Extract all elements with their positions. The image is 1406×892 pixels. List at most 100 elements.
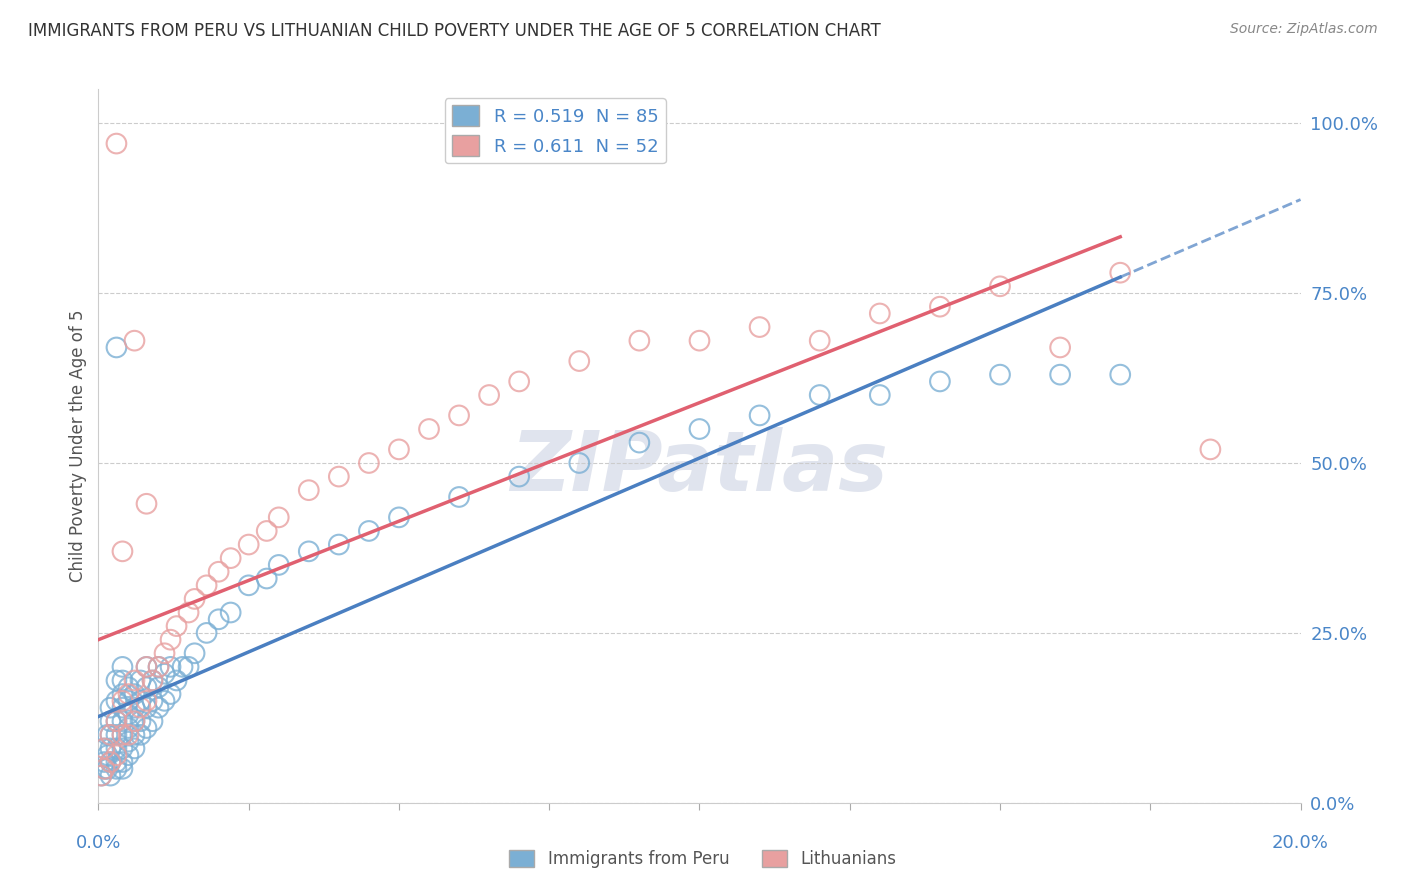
Point <box>93 755 115 769</box>
Point <box>869 306 891 320</box>
Point <box>1049 341 1071 355</box>
Point <box>111 694 134 708</box>
Point <box>166 673 188 688</box>
Point <box>129 694 152 708</box>
Point <box>105 755 128 769</box>
Point <box>148 660 170 674</box>
Point <box>141 673 163 688</box>
Point <box>124 714 146 729</box>
Point <box>688 334 710 348</box>
Point <box>117 721 139 735</box>
Point <box>508 375 530 389</box>
Point <box>135 680 157 694</box>
Point <box>869 388 891 402</box>
Point <box>183 646 205 660</box>
Point <box>111 700 134 714</box>
Point <box>100 728 122 742</box>
Point <box>357 524 380 538</box>
Point <box>124 741 146 756</box>
Point <box>508 469 530 483</box>
Point <box>105 728 128 742</box>
Point <box>298 483 321 498</box>
Point <box>90 769 112 783</box>
Text: IMMIGRANTS FROM PERU VS LITHUANIAN CHILD POVERTY UNDER THE AGE OF 5 CORRELATION : IMMIGRANTS FROM PERU VS LITHUANIAN CHILD… <box>28 22 882 40</box>
Legend: R = 0.519  N = 85, R = 0.611  N = 52: R = 0.519 N = 85, R = 0.611 N = 52 <box>444 98 665 163</box>
Point <box>111 728 134 742</box>
Point <box>135 497 157 511</box>
Point <box>96 728 118 742</box>
Point <box>148 700 170 714</box>
Point <box>135 694 157 708</box>
Point <box>124 673 146 688</box>
Point <box>195 578 218 592</box>
Point <box>195 626 218 640</box>
Point <box>929 375 952 389</box>
Point <box>105 748 128 763</box>
Point <box>159 632 181 647</box>
Point <box>1109 368 1132 382</box>
Point <box>159 687 181 701</box>
Point <box>117 728 139 742</box>
Point <box>141 714 163 729</box>
Point <box>96 748 118 763</box>
Point <box>117 694 139 708</box>
Point <box>111 544 134 558</box>
Point <box>129 700 152 714</box>
Point <box>478 388 501 402</box>
Point <box>135 660 157 674</box>
Point <box>988 368 1011 382</box>
Point <box>129 728 152 742</box>
Point <box>117 748 139 763</box>
Point <box>418 422 440 436</box>
Point <box>124 728 146 742</box>
Point <box>328 469 350 483</box>
Point <box>105 694 128 708</box>
Point <box>129 673 152 688</box>
Point <box>1109 266 1132 280</box>
Point <box>153 646 176 660</box>
Text: ZIPatlas: ZIPatlas <box>510 427 889 508</box>
Point <box>105 136 128 151</box>
Point <box>219 606 242 620</box>
Point <box>111 687 134 701</box>
Point <box>111 755 134 769</box>
Point <box>183 591 205 606</box>
Point <box>148 680 170 694</box>
Point <box>117 680 139 694</box>
Point <box>124 700 146 714</box>
Point <box>93 762 115 776</box>
Point <box>808 334 831 348</box>
Point <box>100 714 122 729</box>
Point <box>135 700 157 714</box>
Point <box>748 320 770 334</box>
Y-axis label: Child Poverty Under the Age of 5: Child Poverty Under the Age of 5 <box>69 310 87 582</box>
Point <box>256 572 278 586</box>
Point <box>357 456 380 470</box>
Point <box>100 700 122 714</box>
Point <box>688 422 710 436</box>
Point <box>219 551 242 566</box>
Point <box>111 741 134 756</box>
Point <box>135 721 157 735</box>
Point <box>172 660 194 674</box>
Point <box>129 714 152 729</box>
Point <box>153 666 176 681</box>
Point <box>267 558 290 572</box>
Point <box>111 673 134 688</box>
Point <box>1049 368 1071 382</box>
Text: Source: ZipAtlas.com: Source: ZipAtlas.com <box>1230 22 1378 37</box>
Point <box>568 456 591 470</box>
Point <box>93 741 115 756</box>
Point <box>111 714 134 729</box>
Point <box>124 687 146 701</box>
Point <box>100 755 122 769</box>
Point <box>141 694 163 708</box>
Point <box>208 565 231 579</box>
Point <box>568 354 591 368</box>
Point <box>447 490 470 504</box>
Point <box>238 537 260 551</box>
Point <box>388 442 411 457</box>
Point <box>100 728 122 742</box>
Text: 20.0%: 20.0% <box>1272 834 1329 852</box>
Point <box>111 762 134 776</box>
